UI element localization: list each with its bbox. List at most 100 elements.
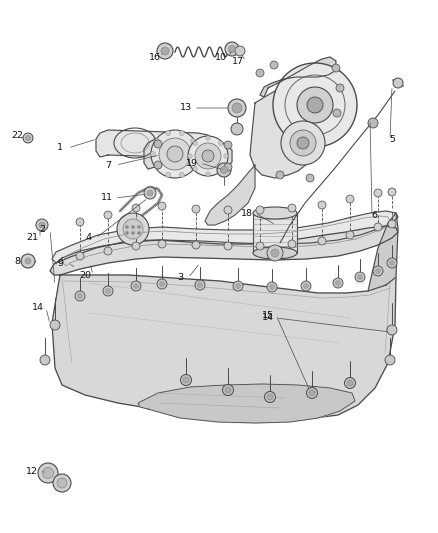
Circle shape: [347, 380, 353, 386]
Circle shape: [373, 266, 383, 276]
Circle shape: [36, 219, 48, 231]
Circle shape: [131, 231, 134, 235]
Circle shape: [217, 163, 231, 177]
Text: 22: 22: [11, 131, 23, 140]
Circle shape: [297, 137, 309, 149]
Circle shape: [219, 141, 223, 146]
Text: 15: 15: [262, 311, 274, 319]
Circle shape: [332, 64, 340, 72]
Circle shape: [157, 279, 167, 289]
Polygon shape: [138, 384, 355, 423]
Circle shape: [318, 237, 326, 245]
Circle shape: [103, 286, 113, 296]
Polygon shape: [205, 165, 255, 225]
Circle shape: [224, 141, 232, 149]
Circle shape: [193, 166, 198, 171]
Circle shape: [232, 103, 242, 113]
Circle shape: [167, 146, 183, 162]
Circle shape: [123, 219, 143, 239]
Polygon shape: [260, 57, 336, 97]
Circle shape: [161, 47, 169, 55]
Circle shape: [269, 285, 275, 289]
Bar: [253, 213, 297, 253]
Circle shape: [154, 140, 162, 148]
Circle shape: [267, 394, 273, 400]
Circle shape: [183, 377, 189, 383]
Circle shape: [318, 201, 326, 209]
Circle shape: [374, 223, 382, 231]
Text: 2: 2: [39, 225, 45, 235]
Circle shape: [333, 109, 341, 117]
Circle shape: [179, 172, 184, 177]
Circle shape: [106, 288, 110, 294]
Text: 19: 19: [186, 158, 198, 167]
Circle shape: [374, 189, 382, 197]
Text: 11: 11: [101, 193, 113, 203]
Polygon shape: [52, 275, 396, 419]
Circle shape: [265, 392, 276, 402]
Circle shape: [126, 231, 128, 235]
Circle shape: [147, 190, 153, 196]
Circle shape: [126, 225, 128, 229]
Circle shape: [104, 211, 112, 219]
Circle shape: [75, 291, 85, 301]
Circle shape: [53, 474, 71, 492]
Circle shape: [138, 225, 141, 229]
Circle shape: [159, 138, 191, 170]
Circle shape: [190, 165, 195, 169]
Circle shape: [393, 78, 403, 88]
Circle shape: [306, 174, 314, 182]
Ellipse shape: [253, 207, 297, 219]
Circle shape: [273, 63, 357, 147]
Circle shape: [155, 139, 160, 143]
Circle shape: [256, 206, 264, 214]
Text: 7: 7: [105, 160, 111, 169]
Circle shape: [159, 281, 165, 287]
Text: 6: 6: [371, 211, 377, 220]
Circle shape: [355, 272, 365, 282]
Circle shape: [333, 278, 343, 288]
Circle shape: [220, 166, 227, 174]
Text: 13: 13: [180, 103, 192, 112]
Circle shape: [179, 131, 184, 135]
Circle shape: [21, 254, 35, 268]
Circle shape: [256, 242, 264, 250]
Circle shape: [38, 463, 58, 483]
Circle shape: [276, 171, 284, 179]
Text: 1: 1: [57, 143, 63, 152]
Circle shape: [346, 195, 354, 203]
Circle shape: [192, 205, 200, 213]
Circle shape: [57, 478, 67, 488]
Circle shape: [132, 242, 140, 250]
Circle shape: [50, 320, 60, 330]
Circle shape: [23, 133, 33, 143]
Text: 8: 8: [14, 256, 20, 265]
Circle shape: [76, 252, 84, 260]
Circle shape: [288, 204, 296, 212]
Circle shape: [155, 165, 160, 169]
Polygon shape: [250, 69, 345, 178]
Circle shape: [368, 118, 378, 128]
Circle shape: [388, 220, 396, 228]
Circle shape: [389, 261, 395, 265]
Circle shape: [131, 225, 134, 229]
Polygon shape: [96, 130, 215, 158]
Circle shape: [42, 467, 53, 479]
Circle shape: [229, 45, 236, 52]
Circle shape: [154, 161, 162, 169]
Text: 14: 14: [32, 303, 44, 312]
Circle shape: [233, 281, 243, 291]
Circle shape: [131, 281, 141, 291]
Circle shape: [225, 387, 231, 393]
Circle shape: [375, 269, 381, 273]
Circle shape: [346, 231, 354, 239]
Circle shape: [78, 294, 82, 298]
Circle shape: [290, 130, 316, 156]
Circle shape: [188, 136, 228, 176]
Polygon shape: [50, 226, 398, 275]
Circle shape: [194, 151, 199, 157]
Circle shape: [270, 61, 278, 69]
Circle shape: [144, 187, 156, 199]
Circle shape: [158, 202, 166, 210]
Circle shape: [224, 206, 232, 214]
